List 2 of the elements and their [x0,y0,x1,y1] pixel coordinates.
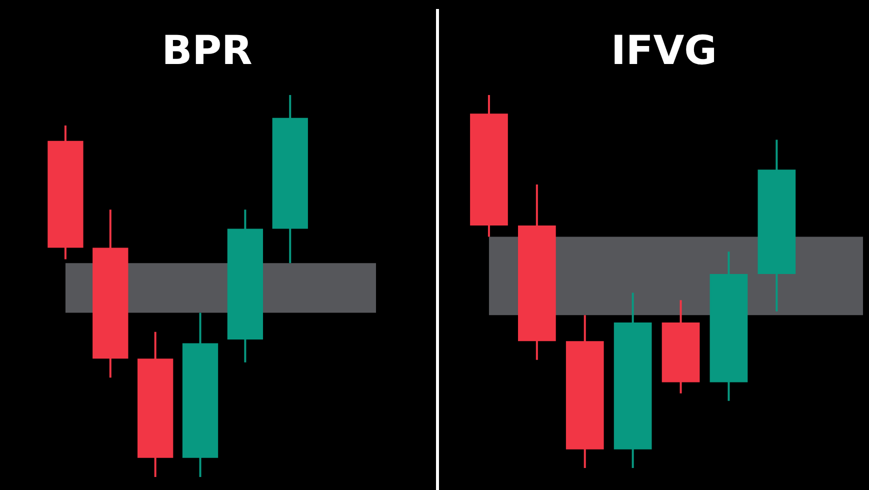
chart-title: IFVG [611,28,717,74]
chart-title: BPR [162,28,252,74]
